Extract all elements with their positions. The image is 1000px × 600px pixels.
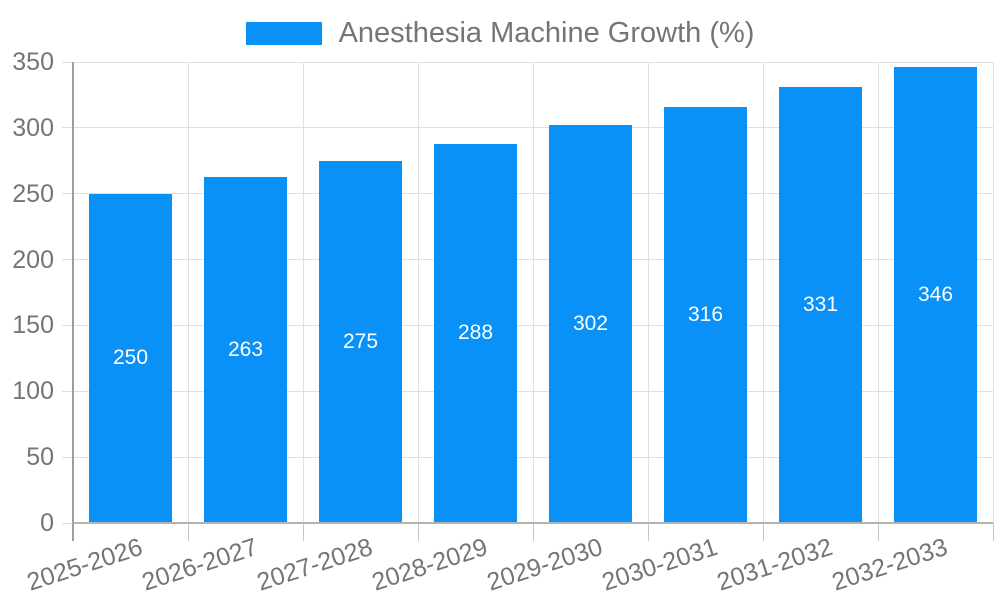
bar[interactable] [779,87,862,523]
h-gridline [62,390,993,392]
v-gridline [647,62,649,523]
y-tick-label: 350 [12,48,54,76]
x-tick [417,523,419,541]
y-tick-label: 150 [12,311,54,340]
bar[interactable] [549,125,632,523]
h-gridline [62,61,993,63]
h-gridline [62,127,993,129]
bar-value-label: 250 [112,346,149,370]
bar-value-label: 288 [457,321,494,345]
x-tick [877,523,879,541]
x-tick [647,523,649,541]
v-gridline [187,62,189,523]
x-tick [992,523,994,541]
y-tick-label: 0 [40,509,54,537]
y-tick-label: 50 [26,443,54,472]
bar-value-label: 331 [802,293,839,316]
v-gridline [992,62,994,523]
bar[interactable] [204,176,287,523]
x-tick [762,523,764,541]
h-gridline [62,456,993,458]
bar[interactable] [89,193,172,523]
chart-legend[interactable]: Anesthesia Machine Growth (%) [0,16,1000,50]
v-gridline [532,62,534,523]
y-axis-line [72,62,74,541]
y-tick [62,522,73,524]
v-gridline [417,62,419,523]
bar[interactable] [894,67,977,523]
bar-value-label: 346 [917,283,954,307]
bar-value-label: 263 [227,337,264,361]
legend-swatch-icon [245,21,322,45]
bar[interactable] [434,143,517,523]
x-tick [187,523,189,541]
bar-value-label: 302 [572,312,609,336]
y-tick-label: 200 [12,245,54,274]
x-tick [302,523,304,541]
y-tick-label: 300 [12,113,54,142]
v-gridline [302,62,304,523]
h-gridline [62,193,993,195]
x-axis-line [73,522,993,524]
y-tick-label: 100 [12,377,54,406]
bar[interactable] [319,160,402,523]
y-tick-label: 250 [12,179,54,208]
legend-label: Anesthesia Machine Growth (%) [338,17,755,49]
h-gridline [62,324,993,326]
h-gridline [62,259,993,261]
bar-value-label: 275 [342,329,379,353]
v-gridline [762,62,764,523]
x-tick [532,523,534,541]
bar[interactable] [664,106,747,523]
bar-value-label: 316 [687,302,724,326]
v-gridline [877,62,879,523]
